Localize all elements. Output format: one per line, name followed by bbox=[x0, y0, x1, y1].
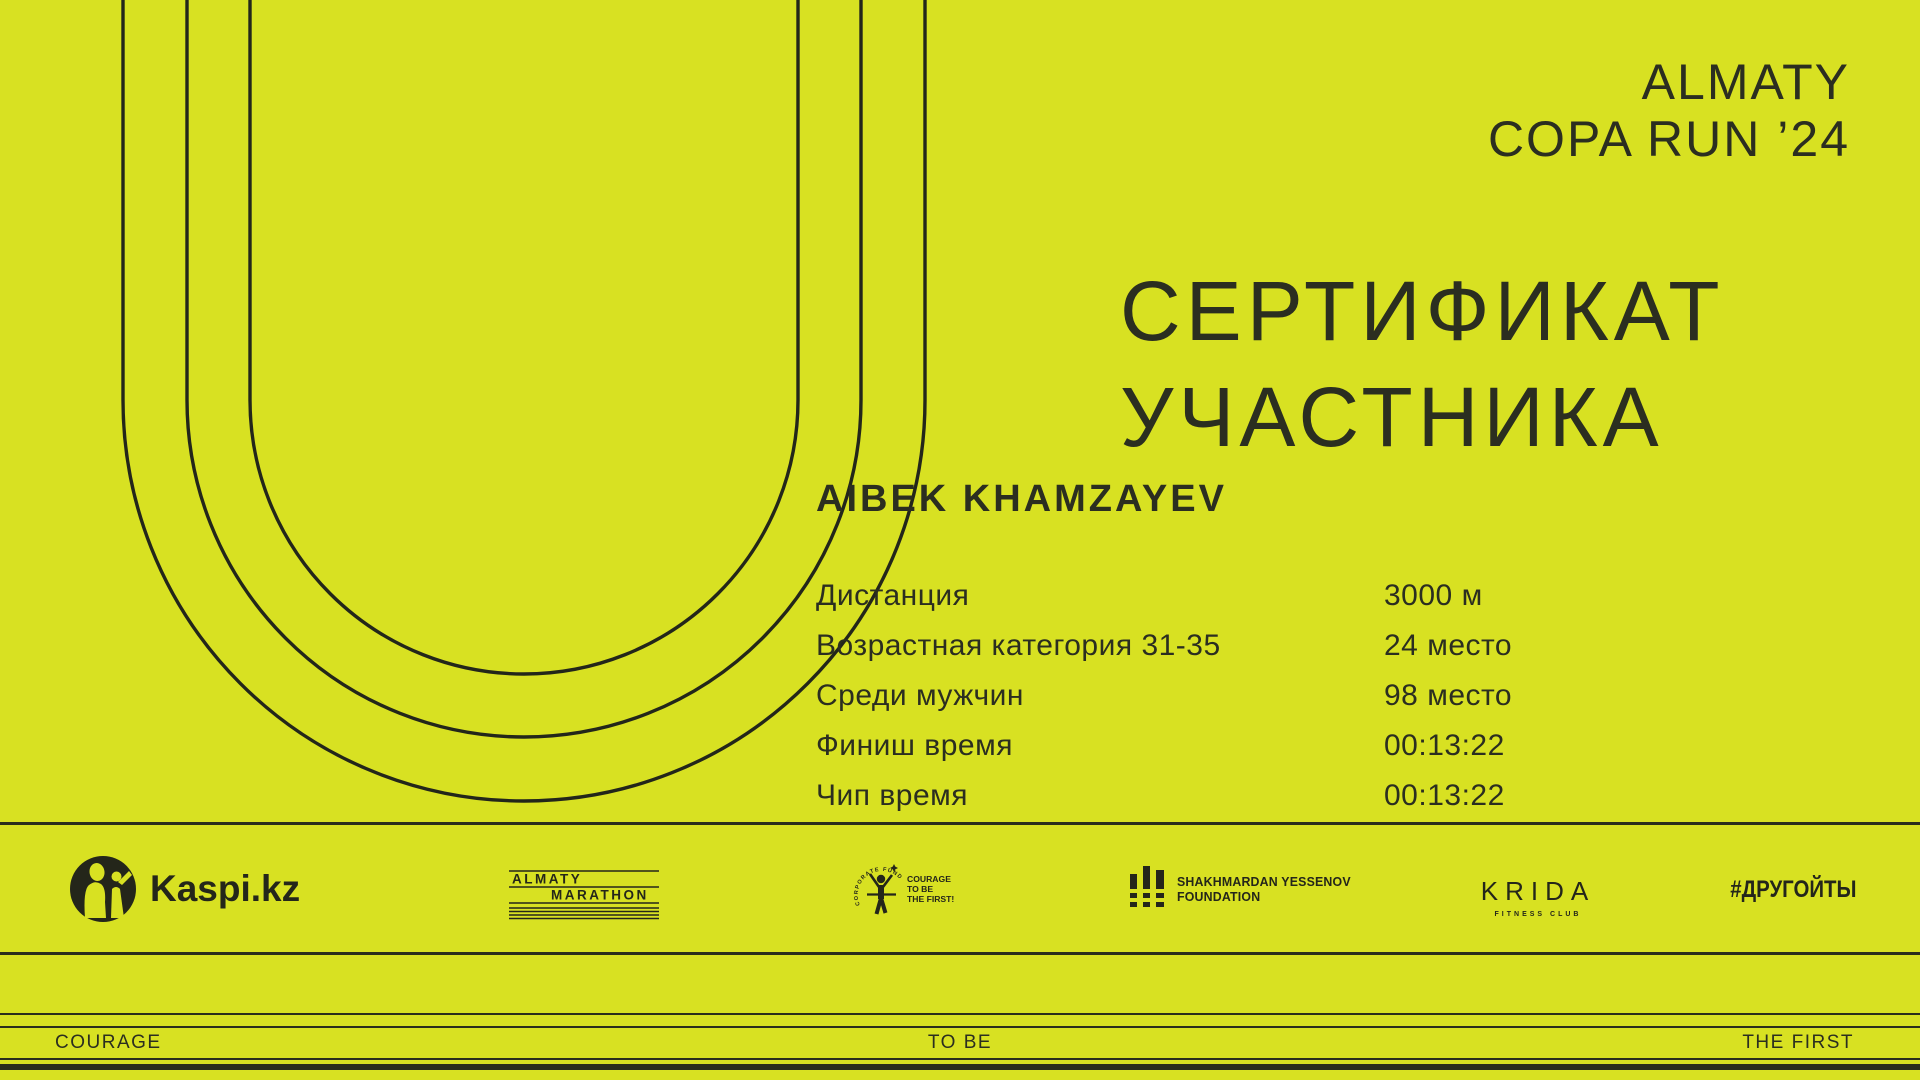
result-row-age-category: Возрастная категория 31-35 24 место bbox=[816, 621, 1512, 671]
footer-slogan-right: THE FIRST bbox=[1742, 1032, 1854, 1053]
almaty-marathon-line1: ALMATY bbox=[512, 872, 582, 887]
participant-name: AIBEK KHAMZAYEV bbox=[816, 478, 1227, 520]
event-title: ALMATY COPA RUN ’24 bbox=[1488, 54, 1850, 168]
kaspi-wordmark: Kaspi.kz bbox=[150, 868, 301, 909]
runner-finish-icon bbox=[867, 864, 898, 915]
result-row-distance: Дистанция 3000 м bbox=[816, 571, 1512, 621]
result-value: 24 место bbox=[1384, 629, 1513, 662]
courage-fund-logo: CORPORATE FUND COURAGE TO BE THE FIRST! bbox=[854, 864, 954, 915]
yessenov-line2: FOUNDATION bbox=[1177, 889, 1261, 904]
yessenov-foundation-logo: SHAKHMARDAN YESSENOV FOUNDATION bbox=[1130, 866, 1360, 912]
certificate-heading-line1: СЕРТИФИКАТ bbox=[1120, 264, 1725, 358]
result-value: 00:13:22 bbox=[1384, 779, 1505, 812]
results-table: Дистанция 3000 м Возрастная категория 31… bbox=[816, 571, 1512, 821]
result-label: Финиш время bbox=[816, 729, 1013, 762]
krida-logo: KRIDA FITNESS CLUB bbox=[1468, 876, 1608, 918]
courage-line2: TO BE bbox=[907, 884, 933, 894]
result-label: Среди мужчин bbox=[816, 679, 1024, 712]
result-value: 3000 м bbox=[1384, 579, 1483, 612]
courage-line3: THE FIRST! bbox=[907, 894, 954, 904]
result-row-among-men: Среди мужчин 98 место bbox=[816, 671, 1512, 721]
result-value: 00:13:22 bbox=[1384, 729, 1505, 762]
event-title-line2: COPA RUN ’24 bbox=[1487, 111, 1850, 167]
sponsor-bar-top-rule bbox=[0, 822, 1920, 825]
certificate-heading-line2: УЧАСТНИКА bbox=[1120, 370, 1664, 464]
result-label: Дистанция bbox=[816, 579, 970, 612]
result-row-finish-time: Финиш время 00:13:22 bbox=[816, 721, 1512, 771]
kaspi-logo: Kaspi.kz bbox=[70, 855, 300, 923]
footer-rule-1 bbox=[0, 1013, 1920, 1015]
sponsor-bar-bottom-rule bbox=[0, 952, 1920, 955]
result-label: Возрастная категория 31-35 bbox=[816, 629, 1221, 662]
footer-rule-4 bbox=[0, 1064, 1920, 1070]
event-title-line1: ALMATY bbox=[1641, 54, 1850, 110]
courage-line1: COURAGE bbox=[907, 874, 951, 884]
yessenov-icon bbox=[1130, 866, 1164, 907]
certificate-heading: СЕРТИФИКАТ УЧАСТНИКА bbox=[1120, 258, 1725, 470]
drugoyty-hashtag-logo: #ДРУГОЙТЫ bbox=[1729, 876, 1856, 903]
krida-subtitle: FITNESS CLUB bbox=[1494, 911, 1582, 918]
footer-rule-3 bbox=[0, 1058, 1920, 1060]
yessenov-line1: SHAKHMARDAN YESSENOV bbox=[1177, 874, 1351, 889]
krida-wordmark: KRIDA bbox=[1480, 876, 1596, 906]
footer-slogan: COURAGE TO BE THE FIRST bbox=[0, 1032, 1920, 1056]
kaspi-icon bbox=[70, 856, 136, 922]
almaty-marathon-line2: MARATHON bbox=[551, 888, 649, 903]
almaty-marathon-logo: ALMATY MARATHON bbox=[509, 870, 659, 920]
result-value: 98 место bbox=[1384, 679, 1513, 712]
footer-slogan-center: TO BE bbox=[927, 1032, 993, 1053]
result-label: Чип время bbox=[816, 779, 969, 812]
footer-slogan-left: COURAGE bbox=[55, 1032, 162, 1053]
yessenov-text: SHAKHMARDAN YESSENOV FOUNDATION bbox=[1177, 874, 1351, 904]
result-row-chip-time: Чип время 00:13:22 bbox=[816, 771, 1512, 821]
footer-rule-2 bbox=[0, 1026, 1920, 1028]
